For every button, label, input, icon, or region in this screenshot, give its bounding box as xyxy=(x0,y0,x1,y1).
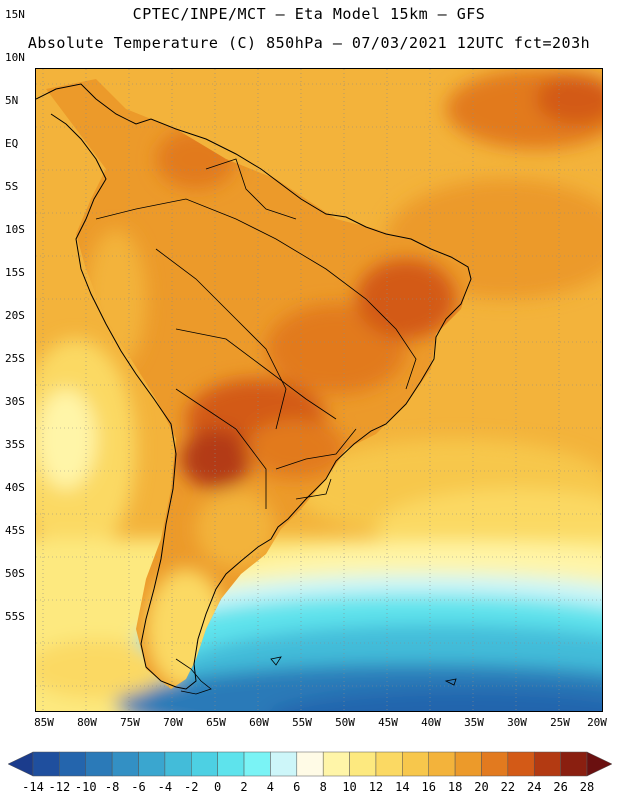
lat-label: 20S xyxy=(5,309,25,322)
legend-swatch xyxy=(428,751,456,777)
lon-label: 70W xyxy=(163,716,183,729)
legend-swatch xyxy=(349,751,377,777)
temperature-field xyxy=(36,69,602,711)
legend-swatch xyxy=(243,751,271,777)
legend-label: 4 xyxy=(266,780,275,794)
lat-label: 10S xyxy=(5,223,25,236)
legend-swatch xyxy=(85,751,113,777)
legend-label: 26 xyxy=(553,780,568,794)
legend-label: 24 xyxy=(527,780,542,794)
lon-label: 85W xyxy=(34,716,54,729)
lat-label: EQ xyxy=(5,137,19,150)
legend-label: 20 xyxy=(474,780,489,794)
legend-label: 10 xyxy=(342,780,357,794)
lon-label: 65W xyxy=(206,716,226,729)
legend-swatch xyxy=(322,751,350,777)
map-subtitle: Absolute Temperature (C) 850hPa – 07/03/… xyxy=(27,34,591,52)
lon-label: 30W xyxy=(507,716,527,729)
lon-label: 35W xyxy=(464,716,484,729)
legend-label: -10 xyxy=(74,780,97,794)
legend-swatch xyxy=(270,751,298,777)
legend-label: 12 xyxy=(368,780,384,794)
lat-label: 40S xyxy=(5,481,25,494)
legend-label: -4 xyxy=(157,780,173,794)
legend-arrow-high xyxy=(586,751,613,777)
lon-label: 45W xyxy=(378,716,398,729)
lat-label: 5S xyxy=(5,180,19,193)
legend-swatch xyxy=(560,751,588,777)
lat-label: 45S xyxy=(5,524,25,537)
lat-label: 50S xyxy=(5,567,25,580)
legend-label: -14 xyxy=(22,780,44,794)
legend-swatch xyxy=(111,751,139,777)
legend-swatch xyxy=(375,751,403,777)
lon-label: 60W xyxy=(249,716,269,729)
lon-label: 80W xyxy=(77,716,97,729)
color-legend xyxy=(7,751,613,777)
legend-swatch xyxy=(59,751,87,777)
graticule xyxy=(36,69,602,711)
legend-label: 2 xyxy=(240,780,248,794)
coastlines xyxy=(36,83,472,695)
legend-arrow-low xyxy=(7,751,34,777)
legend-swatch xyxy=(507,751,535,777)
legend-swatch xyxy=(296,751,324,777)
legend-swatch xyxy=(217,751,245,777)
lon-label: 25W xyxy=(550,716,570,729)
lat-label: 10N xyxy=(5,51,25,64)
legend-swatch xyxy=(533,751,561,777)
lon-label: 55W xyxy=(292,716,312,729)
legend-label: 16 xyxy=(421,780,436,794)
legend-label: 28 xyxy=(579,780,595,794)
legend-swatch xyxy=(481,751,509,777)
lat-label: 15S xyxy=(5,266,25,279)
lat-label: 25S xyxy=(5,352,25,365)
legend-swatch xyxy=(191,751,218,777)
legend-label: -2 xyxy=(184,780,199,794)
lat-label: 35S xyxy=(5,438,25,451)
legend-label: 14 xyxy=(395,780,410,794)
legend-swatch xyxy=(138,751,166,777)
lat-label: 5N xyxy=(5,94,19,107)
temperature-map xyxy=(35,68,603,712)
legend-swatch xyxy=(454,751,482,777)
legend-label: -12 xyxy=(48,780,71,794)
legend-label: 18 xyxy=(447,780,463,794)
legend-label: 6 xyxy=(293,780,301,794)
legend-label: 22 xyxy=(500,780,516,794)
map-title: CPTEC/INPE/MCT – Eta Model 15km – GFS xyxy=(132,5,486,23)
legend-label: -6 xyxy=(131,780,146,794)
legend-swatch xyxy=(402,751,429,777)
lon-label: 50W xyxy=(335,716,355,729)
legend-swatch xyxy=(164,751,192,777)
lon-label: 40W xyxy=(421,716,441,729)
legend-label: 8 xyxy=(319,780,327,794)
lat-label: 30S xyxy=(5,395,25,408)
legend-label: -8 xyxy=(104,780,120,794)
legend-swatch xyxy=(32,751,60,777)
lon-label: 75W xyxy=(120,716,140,729)
lat-label: 15N xyxy=(5,8,25,21)
lat-label: 55S xyxy=(5,610,25,623)
legend-label: 0 xyxy=(214,780,222,794)
lon-label: 20W xyxy=(587,716,607,729)
